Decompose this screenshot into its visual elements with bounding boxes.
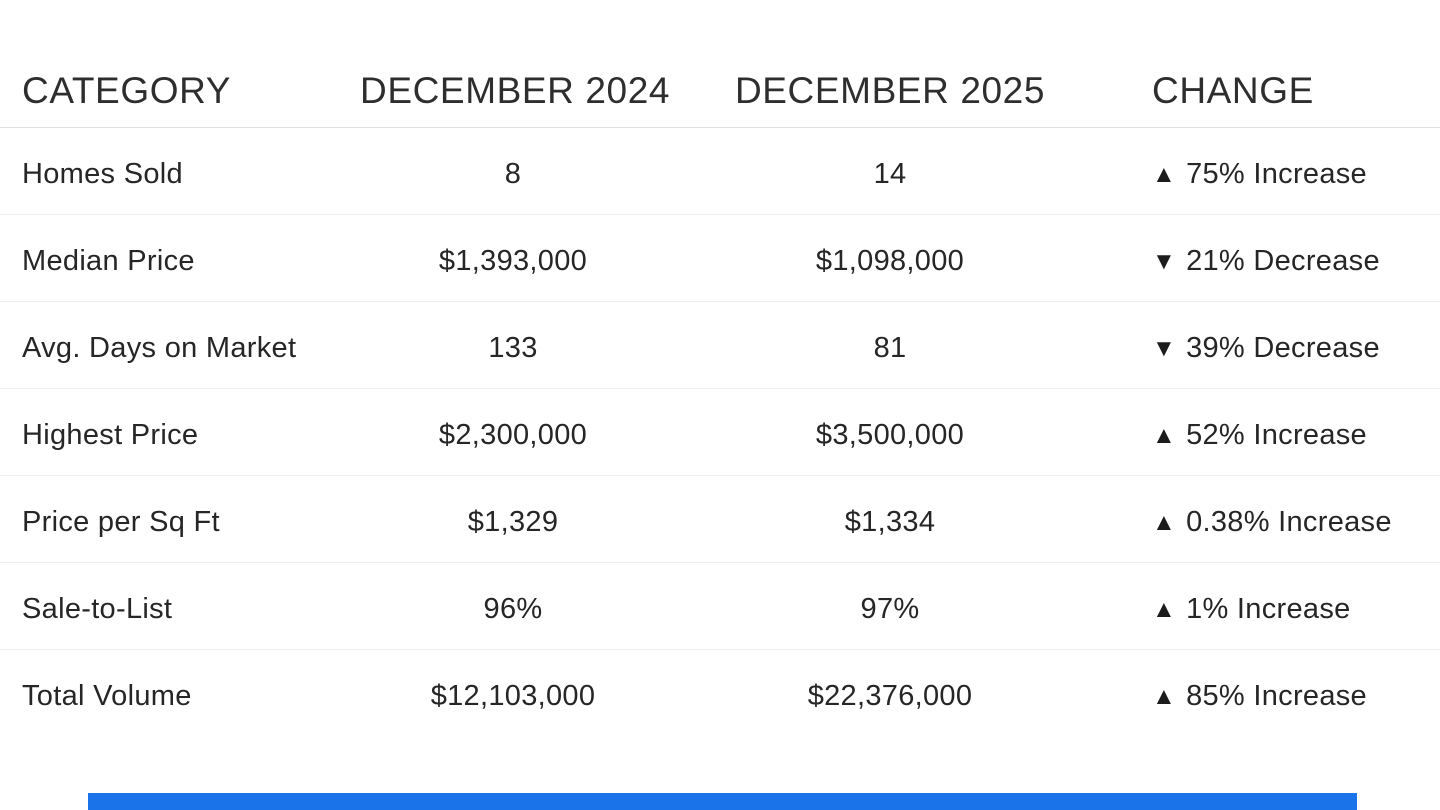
change-label: 75% Increase	[1186, 157, 1367, 190]
change-direction-icon: ▼	[1152, 247, 1177, 275]
category-cell: Price per Sq Ft	[22, 505, 220, 538]
december-2025-cell: 97%	[860, 592, 920, 625]
table-row: Sale-to-List 96% 97% ▲ 1% Increase	[0, 562, 1440, 649]
change-direction-icon: ▲	[1152, 595, 1177, 623]
change-label: 21% Decrease	[1186, 244, 1380, 277]
change-cell: ▲ 75% Increase	[1114, 158, 1440, 191]
change-cell: ▲ 85% Increase	[1114, 680, 1440, 713]
december-2025-cell: 81	[873, 331, 907, 364]
december-2024-cell: $12,103,000	[430, 679, 596, 712]
change-label: 1% Increase	[1186, 592, 1351, 625]
table-header: CATEGORY DECEMBER 2024 DECEMBER 2025 CHA…	[0, 0, 1440, 127]
change-cell: ▼ 39% Decrease	[1114, 332, 1440, 365]
change-direction-icon: ▲	[1152, 682, 1177, 710]
december-2024-cell: 8	[504, 157, 522, 190]
december-2024-cell: $1,329	[467, 505, 559, 538]
change-direction-icon: ▲	[1152, 508, 1177, 536]
december-2025-cell: 14	[873, 157, 907, 190]
change-label: 0.38% Increase	[1186, 505, 1392, 538]
progress-bar[interactable]	[88, 793, 1357, 810]
change-direction-icon: ▲	[1152, 421, 1177, 449]
december-2024-cell: $1,393,000	[438, 244, 588, 277]
december-2024-cell: 96%	[483, 592, 543, 625]
change-direction-icon: ▼	[1152, 334, 1177, 362]
december-2025-cell: $22,376,000	[807, 679, 973, 712]
table-body: Homes Sold 8 14 ▲ 75% Increase Median Pri…	[0, 127, 1440, 736]
change-cell: ▲ 52% Increase	[1114, 419, 1440, 452]
change-cell: ▲ 0.38% Increase	[1114, 506, 1440, 539]
table-row: Highest Price $2,300,000 $3,500,000 ▲ 52%…	[0, 388, 1440, 475]
change-label: 39% Decrease	[1186, 331, 1380, 364]
december-2025-cell: $3,500,000	[815, 418, 965, 451]
category-cell: Highest Price	[22, 418, 199, 451]
table-row: Homes Sold 8 14 ▲ 75% Increase	[0, 127, 1440, 214]
category-cell: Median Price	[22, 244, 195, 277]
column-header-december-2025: DECEMBER 2025	[734, 70, 1046, 111]
table-row: Price per Sq Ft $1,329 $1,334 ▲ 0.38% Inc…	[0, 475, 1440, 562]
change-cell: ▲ 1% Increase	[1114, 593, 1440, 626]
category-cell: Homes Sold	[22, 157, 183, 190]
category-cell: Sale-to-List	[22, 592, 173, 625]
change-label: 52% Increase	[1186, 418, 1367, 451]
category-cell: Total Volume	[22, 679, 192, 712]
column-header-december-2024: DECEMBER 2024	[360, 70, 671, 111]
table-row: Median Price $1,393,000 $1,098,000 ▼ 21% …	[0, 214, 1440, 301]
december-2025-cell: $1,334	[844, 505, 936, 538]
change-cell: ▼ 21% Decrease	[1114, 245, 1440, 278]
column-header-category: CATEGORY	[22, 70, 232, 111]
change-label: 85% Increase	[1186, 679, 1367, 712]
table-row: Total Volume $12,103,000 $22,376,000 ▲ 85…	[0, 649, 1440, 736]
table-row: Avg. Days on Market 133 81 ▼ 39% Decrease	[0, 301, 1440, 388]
category-cell: Avg. Days on Market	[22, 331, 297, 364]
december-2024-cell: $2,300,000	[438, 418, 588, 451]
change-direction-icon: ▲	[1152, 160, 1177, 188]
december-2024-cell: 133	[488, 331, 538, 364]
column-header-change: CHANGE	[1152, 70, 1314, 111]
december-2025-cell: $1,098,000	[815, 244, 965, 277]
